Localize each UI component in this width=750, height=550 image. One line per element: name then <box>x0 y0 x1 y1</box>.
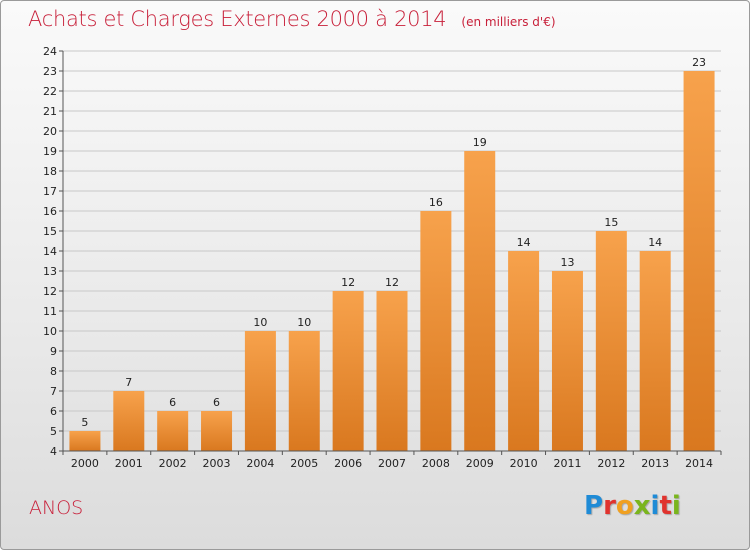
bar-2001 <box>113 391 145 451</box>
bar-2005 <box>288 331 320 451</box>
logo-letter: x <box>633 491 651 521</box>
logo-letter: t <box>659 491 672 521</box>
logo-letter: i <box>671 491 681 521</box>
x-tick-label-2009: 2009 <box>466 457 494 470</box>
y-tick-label: 18 <box>43 165 57 178</box>
chart-title: Achats et Charges Externes 2000 à 2014 <box>28 7 447 31</box>
data-label-2000: 5 <box>81 416 88 429</box>
place-name: ANOS <box>29 497 84 519</box>
data-label-2010: 14 <box>517 236 531 249</box>
x-tick-label-2012: 2012 <box>597 457 625 470</box>
y-tick-label: 7 <box>50 385 57 398</box>
data-label-2003: 6 <box>213 396 220 409</box>
x-tick-label-2000: 2000 <box>71 457 99 470</box>
bar-2002 <box>157 411 189 451</box>
y-tick-label: 5 <box>50 425 57 438</box>
data-label-2004: 10 <box>253 316 267 329</box>
data-label-2006: 12 <box>341 276 355 289</box>
y-tick-label: 12 <box>43 285 57 298</box>
data-label-2007: 12 <box>385 276 399 289</box>
bar-2010 <box>508 251 540 451</box>
y-axis: 4 5 6 7 8 9 10 11 12 13 14 15 16 17 18 19 20 21 22 23 24 <box>43 45 64 458</box>
bar-2011 <box>551 271 583 451</box>
bar-2004 <box>244 331 276 451</box>
data-labels: 5 7 6 6 10 10 12 12 16 19 14 13 15 14 23 <box>81 56 706 429</box>
bars-group <box>69 71 715 451</box>
data-label-2002: 6 <box>169 396 176 409</box>
x-tick-label-2008: 2008 <box>422 457 450 470</box>
bar-2003 <box>201 411 233 451</box>
logo-letter: i <box>650 491 660 521</box>
bar-2008 <box>420 211 452 451</box>
logo-letter: P <box>584 491 604 521</box>
bar-2000 <box>69 431 101 451</box>
x-tick-label-2002: 2002 <box>159 457 187 470</box>
x-tick-label-2014: 2014 <box>685 457 713 470</box>
y-tick-label: 11 <box>43 305 57 318</box>
x-tick-label-2011: 2011 <box>553 457 581 470</box>
data-label-2009: 19 <box>473 136 487 149</box>
chart-unit: (en milliers d'€) <box>461 15 556 29</box>
x-tick-label-2004: 2004 <box>246 457 274 470</box>
bar-2006 <box>332 291 364 451</box>
x-tick-label-2006: 2006 <box>334 457 362 470</box>
bar-2014 <box>683 71 715 451</box>
y-tick-label: 16 <box>43 205 57 218</box>
y-tick-label: 19 <box>43 145 57 158</box>
y-tick-label: 20 <box>43 125 57 138</box>
y-tick-label: 23 <box>43 65 57 78</box>
x-tick-label-2010: 2010 <box>510 457 538 470</box>
y-tick-label: 6 <box>50 405 57 418</box>
y-tick-label: 15 <box>43 225 57 238</box>
bar-2012 <box>595 231 627 451</box>
bar-2009 <box>464 151 496 451</box>
y-tick-label: 24 <box>43 45 57 58</box>
y-tick-label: 17 <box>43 185 57 198</box>
x-tick-label-2007: 2007 <box>378 457 406 470</box>
y-tick-label: 8 <box>50 365 57 378</box>
data-label-2013: 14 <box>648 236 662 249</box>
logo-letter: o <box>615 491 634 521</box>
y-tick-label: 22 <box>43 85 57 98</box>
x-tick-label-2001: 2001 <box>115 457 143 470</box>
data-label-2005: 10 <box>297 316 311 329</box>
y-tick-label: 4 <box>50 445 57 458</box>
x-tick-label-2003: 2003 <box>203 457 231 470</box>
y-tick-label: 14 <box>43 245 57 258</box>
x-tick-label-2005: 2005 <box>290 457 318 470</box>
y-tick-label: 13 <box>43 265 57 278</box>
logo-letter: r <box>603 491 616 521</box>
data-label-2011: 13 <box>560 256 574 269</box>
chart-title-block: Achats et Charges Externes 2000 à 2014 (… <box>28 7 556 31</box>
data-label-2014: 23 <box>692 56 706 69</box>
bar-2007 <box>376 291 408 451</box>
bar-2013 <box>639 251 671 451</box>
proxiti-logo: Proxiti <box>584 491 681 521</box>
x-tick-label-2013: 2013 <box>641 457 669 470</box>
data-label-2001: 7 <box>125 376 132 389</box>
data-label-2008: 16 <box>429 196 443 209</box>
x-axis: 2000 2001 2002 2003 2004 2005 2006 2007 2008 2009… <box>62 450 722 470</box>
y-tick-label: 21 <box>43 105 57 118</box>
data-label-2012: 15 <box>604 216 618 229</box>
y-tick-label: 10 <box>43 325 57 338</box>
y-tick-label: 9 <box>50 345 57 358</box>
